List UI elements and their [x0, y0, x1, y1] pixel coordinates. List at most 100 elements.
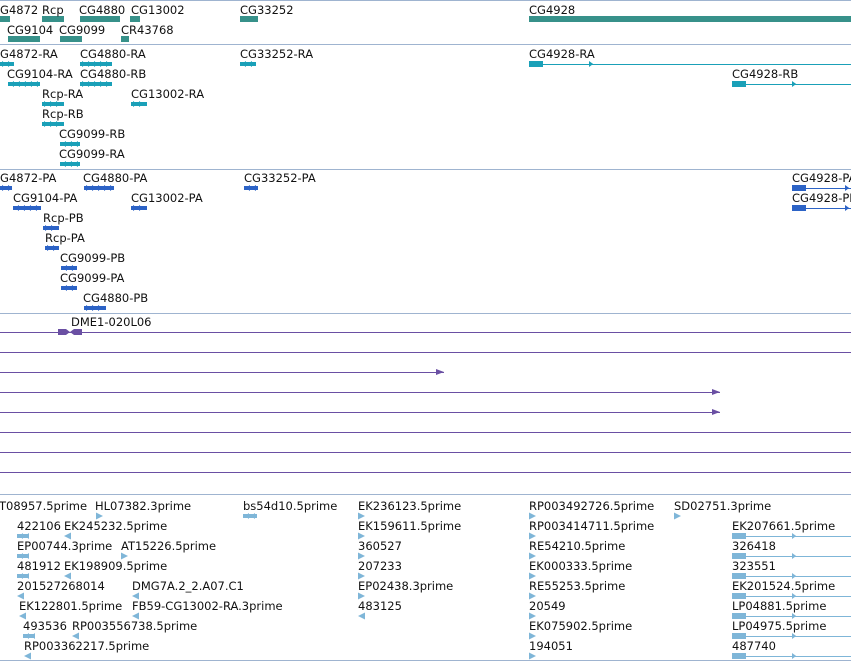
gene-feature[interactable]: CG13002 — [130, 3, 185, 22]
protein-feature[interactable]: CG4880-PA — [83, 171, 148, 191]
est-feature[interactable]: 483125 — [358, 599, 402, 620]
est-feature[interactable]: EK075902.5prime — [529, 619, 632, 640]
alignment-feature[interactable] — [0, 369, 444, 375]
gene-feature[interactable]: CG9104 — [7, 23, 53, 42]
arrow-left-icon — [9, 81, 14, 87]
protein-feature[interactable]: Rcp-PA — [45, 231, 85, 251]
protein-feature[interactable]: CG4880-PB — [83, 291, 148, 311]
arrow-right-icon — [2, 61, 7, 67]
protein-feature[interactable]: CG9104-PA — [13, 191, 78, 211]
est-feature[interactable]: EK236123.5prime — [358, 499, 461, 520]
transcript-feature[interactable]: CG4928-RA — [529, 47, 851, 67]
est-feature[interactable]: 194051 — [529, 639, 573, 660]
transcript-feature[interactable]: Rcp-RB — [42, 107, 84, 127]
est-feature[interactable]: AT15226.5prime — [121, 539, 216, 560]
gene-feature[interactable]: CG33252 — [240, 3, 294, 22]
alignment-feature[interactable] — [0, 389, 720, 395]
est-feature[interactable]: LP04975.5prime — [732, 619, 851, 639]
transcript-feature[interactable]: CG4880-RB — [80, 67, 146, 87]
est-feature[interactable]: DMG7A.2_2.A07.C1 — [132, 579, 244, 600]
arrow-left-icon — [132, 612, 139, 620]
transcript-feature[interactable]: CG9104-RA — [7, 67, 73, 87]
est-feature[interactable]: 360527 — [358, 539, 402, 560]
gene-feature[interactable]: CG9099 — [59, 23, 105, 42]
feature-label: CG33252 — [240, 3, 294, 17]
feature-label: CG4928-RA — [529, 47, 595, 61]
est-feature[interactable]: 323551 — [732, 559, 851, 579]
est-feature[interactable]: RP003362217.5prime — [24, 639, 149, 660]
protein-feature[interactable]: CG33252-PA — [244, 171, 316, 191]
gene-feature[interactable]: CR43768 — [121, 23, 174, 42]
feature-label: RE55253.5prime — [529, 579, 625, 593]
est-feature[interactable]: EP00744.3prime — [17, 539, 112, 559]
arrow-left-icon — [62, 265, 67, 271]
transcript-feature[interactable]: CG9099-RA — [59, 147, 125, 167]
est-feature[interactable]: 201527268014 — [17, 579, 105, 600]
est-feature[interactable]: FB59-CG13002-RA.3prime — [132, 599, 283, 620]
alignment-feature[interactable] — [0, 409, 720, 415]
est-feature[interactable]: 487740 — [732, 639, 851, 659]
gene-feature[interactable]: CG4880 — [79, 3, 125, 22]
arrow-left-icon — [18, 533, 23, 539]
arrow-left-icon — [32, 205, 37, 211]
est-feature[interactable]: EK000333.5prime — [529, 559, 632, 580]
protein-feature[interactable]: CG9099-PB — [60, 251, 125, 271]
protein-feature[interactable]: CG4872-PA — [0, 171, 57, 191]
est-feature[interactable]: 493536 — [23, 619, 67, 639]
est-feature[interactable]: SD02751.3prime — [674, 499, 771, 520]
est-feature[interactable]: EK159611.5prime — [358, 519, 461, 540]
feature-block — [529, 16, 851, 22]
transcript-feature[interactable]: CG33252-RA — [240, 47, 313, 67]
est-feature[interactable]: EK207661.5prime — [732, 519, 851, 539]
feature-label: CG4880-RA — [80, 47, 146, 61]
feature-label: 326418 — [732, 539, 776, 553]
gene-feature[interactable]: CG4928 — [529, 3, 851, 22]
est-feature[interactable]: bs54d10.5prime — [243, 499, 337, 519]
est-feature[interactable]: LP04881.5prime — [732, 599, 851, 619]
protein-feature[interactable]: CG4928-PA — [792, 171, 851, 191]
est-feature[interactable]: 481912 — [17, 559, 61, 579]
feature-label: 481912 — [17, 559, 61, 573]
arrow-right-icon — [792, 613, 797, 619]
est-feature[interactable]: HL07382.3prime — [95, 499, 191, 520]
est-feature[interactable]: 207233 — [358, 559, 402, 580]
est-feature[interactable]: EK245232.5prime — [64, 519, 167, 540]
est-feature[interactable]: EK201524.5prime — [732, 579, 851, 599]
feature-label: Rcp-PA — [45, 231, 85, 245]
feature-label: 422106 — [17, 519, 61, 533]
protein-feature[interactable]: CG4928-PB — [792, 191, 851, 211]
transcript-feature[interactable]: CG13002-RA — [131, 87, 204, 107]
est-feature[interactable]: RP003414711.5prime — [529, 519, 654, 540]
gene-feature[interactable]: CG4872 — [0, 3, 38, 22]
est-feature[interactable]: EK122801.5prime — [19, 599, 122, 620]
est-feature[interactable]: EK198909.5prime — [64, 559, 167, 580]
transcript-feature[interactable]: Rcp-RA — [42, 87, 83, 107]
arrow-left-icon — [64, 572, 71, 580]
alignment-feature[interactable]: DME1-020L06 — [58, 315, 152, 335]
gene-feature[interactable]: Rcp — [42, 3, 64, 22]
arrow-right-icon — [44, 101, 49, 107]
transcript-feature[interactable]: CG4880-RA — [80, 47, 146, 67]
feature-label: CG4872 — [0, 3, 38, 17]
transcript-feature[interactable]: CG4872-RA — [0, 47, 58, 67]
est-feature[interactable]: RP003492726.5prime — [529, 499, 654, 520]
protein-feature[interactable]: Rcp-PB — [43, 211, 84, 231]
protein-feature[interactable]: CG9099-PA — [60, 271, 125, 291]
arrow-right-icon — [792, 205, 797, 211]
arrow-right-icon — [100, 81, 105, 87]
est-feature[interactable]: AT08957.5prime — [0, 499, 87, 513]
transcript-feature[interactable]: CG9099-RB — [59, 127, 125, 147]
est-feature[interactable]: 20549 — [529, 599, 566, 620]
est-feature[interactable]: RE55253.5prime — [529, 579, 625, 600]
est-feature[interactable]: EP02438.3prime — [358, 579, 453, 600]
transcript-feature[interactable]: CG4928-RB — [732, 67, 851, 87]
arrow-left-icon — [19, 612, 26, 620]
arrow-left-icon — [15, 81, 20, 87]
est-feature[interactable]: RP003556738.5prime — [72, 619, 197, 640]
est-feature[interactable]: 422106 — [17, 519, 61, 539]
protein-feature[interactable]: CG13002-PA — [131, 191, 203, 211]
est-feature[interactable]: RE54210.5prime — [529, 539, 625, 560]
est-feature[interactable]: 326418 — [732, 539, 851, 559]
arrow-right-icon — [8, 185, 13, 191]
feature-label: 360527 — [358, 539, 402, 553]
